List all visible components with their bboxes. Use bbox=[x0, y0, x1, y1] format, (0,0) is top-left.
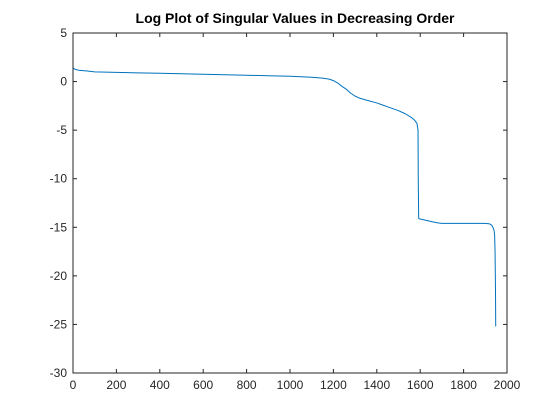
x-tick-label: 200 bbox=[106, 378, 126, 392]
y-tick-label: 0 bbox=[60, 75, 67, 89]
x-tick-label: 800 bbox=[237, 378, 257, 392]
chart-title: Log Plot of Singular Values in Decreasin… bbox=[136, 10, 456, 26]
plot-area: 0 200 400 600 800 1000 1200 1400 1600 1800 200050-… bbox=[50, 26, 521, 392]
x-tick-label: 2000 bbox=[494, 378, 521, 392]
y-tick-label: -25 bbox=[50, 317, 68, 331]
y-tick-label: -30 bbox=[50, 366, 68, 380]
y-tick-label: 5 bbox=[60, 26, 67, 40]
x-tick-label: 1400 bbox=[363, 378, 390, 392]
x-tick-label: 1000 bbox=[277, 378, 304, 392]
x-tick-label: 1800 bbox=[450, 378, 477, 392]
y-tick-label: -20 bbox=[50, 269, 68, 283]
y-tick-label: -15 bbox=[50, 220, 68, 234]
x-tick-label: 600 bbox=[193, 378, 213, 392]
x-tick-label: 0 bbox=[70, 378, 77, 392]
axes-frame bbox=[72, 32, 508, 374]
x-tick-label: 400 bbox=[150, 378, 170, 392]
series-line bbox=[72, 67, 497, 327]
y-tick-label: -5 bbox=[56, 123, 67, 137]
y-tick-label: -10 bbox=[50, 172, 68, 186]
x-tick-label: 1200 bbox=[320, 378, 347, 392]
x-tick-label: 1600 bbox=[407, 378, 434, 392]
